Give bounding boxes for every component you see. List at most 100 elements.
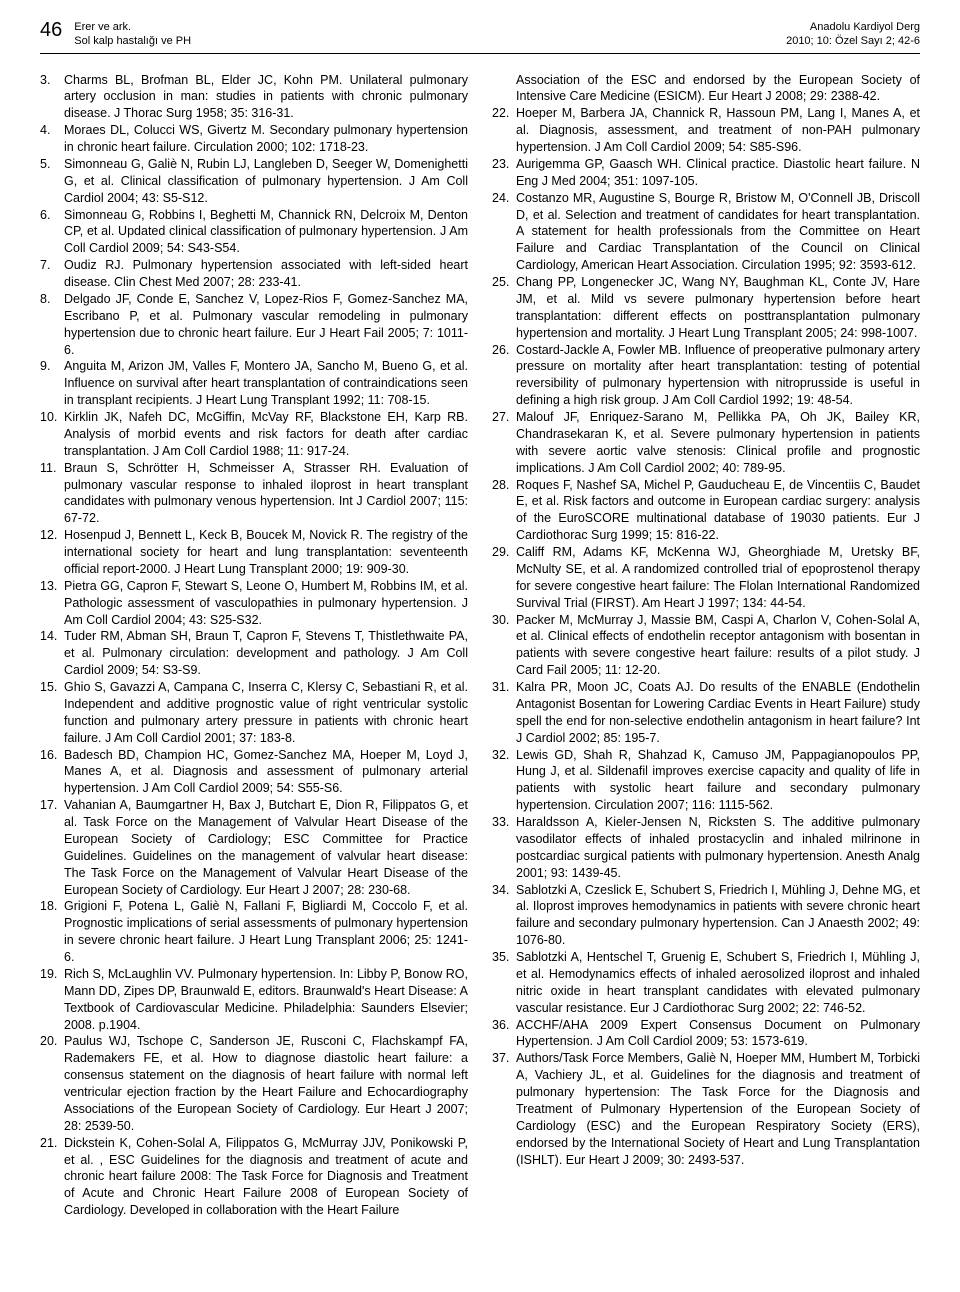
reference-continuation: Association of the ESC and endorsed by t… bbox=[492, 72, 920, 106]
reference-item: 7.Oudiz RJ. Pulmonary hypertension assoc… bbox=[40, 257, 468, 291]
reference-text: Simonneau G, Galiè N, Rubin LJ, Langlebe… bbox=[64, 156, 468, 207]
reference-number: 27. bbox=[492, 409, 516, 477]
reference-text: Association of the ESC and endorsed by t… bbox=[516, 72, 920, 106]
reference-number: 30. bbox=[492, 612, 516, 680]
reference-text: Packer M, McMurray J, Massie BM, Caspi A… bbox=[516, 612, 920, 680]
header-text-right: Anadolu Kardiyol Derg 2010; 10: Özel Say… bbox=[786, 20, 920, 49]
reference-text: Roques F, Nashef SA, Michel P, Gauduchea… bbox=[516, 477, 920, 545]
reference-item: 8.Delgado JF, Conde E, Sanchez V, Lopez-… bbox=[40, 291, 468, 359]
reference-text: Kirklin JK, Nafeh DC, McGiffin, McVay RF… bbox=[64, 409, 468, 460]
reference-item: 27.Malouf JF, Enriquez-Sarano M, Pellikk… bbox=[492, 409, 920, 477]
reference-text: Anguita M, Arizon JM, Valles F, Montero … bbox=[64, 358, 468, 409]
reference-number: 35. bbox=[492, 949, 516, 1017]
reference-item: 5.Simonneau G, Galiè N, Rubin LJ, Langle… bbox=[40, 156, 468, 207]
reference-item: 12.Hosenpud J, Bennett L, Keck B, Boucek… bbox=[40, 527, 468, 578]
reference-number: 15. bbox=[40, 679, 64, 747]
reference-text: Pietra GG, Capron F, Stewart S, Leone O,… bbox=[64, 578, 468, 629]
references-columns: 3.Charms BL, Brofman BL, Elder JC, Kohn … bbox=[40, 72, 920, 1220]
reference-number: 17. bbox=[40, 797, 64, 898]
reference-item: 28.Roques F, Nashef SA, Michel P, Gauduc… bbox=[492, 477, 920, 545]
reference-text: Ghio S, Gavazzi A, Campana C, Inserra C,… bbox=[64, 679, 468, 747]
reference-item: 24.Costanzo MR, Augustine S, Bourge R, B… bbox=[492, 190, 920, 274]
reference-text: Califf RM, Adams KF, McKenna WJ, Gheorgh… bbox=[516, 544, 920, 612]
reference-item: 20.Paulus WJ, Tschope C, Sanderson JE, R… bbox=[40, 1033, 468, 1134]
reference-text: Sablotzki A, Czeslick E, Schubert S, Fri… bbox=[516, 882, 920, 950]
authors-line: Erer ve ark. bbox=[74, 20, 191, 34]
reference-item: 6.Simonneau G, Robbins I, Beghetti M, Ch… bbox=[40, 207, 468, 258]
reference-number: 32. bbox=[492, 747, 516, 815]
reference-number: 13. bbox=[40, 578, 64, 629]
reference-text: Moraes DL, Colucci WS, Givertz M. Second… bbox=[64, 122, 468, 156]
reference-number: 9. bbox=[40, 358, 64, 409]
page-number: 46 bbox=[40, 20, 62, 49]
right-column: Association of the ESC and endorsed by t… bbox=[492, 72, 920, 1220]
reference-item: 37.Authors/Task Force Members, Galiè N, … bbox=[492, 1050, 920, 1168]
reference-number: 20. bbox=[40, 1033, 64, 1134]
reference-item: 13.Pietra GG, Capron F, Stewart S, Leone… bbox=[40, 578, 468, 629]
reference-text: Simonneau G, Robbins I, Beghetti M, Chan… bbox=[64, 207, 468, 258]
reference-number: 31. bbox=[492, 679, 516, 747]
reference-number: 36. bbox=[492, 1017, 516, 1051]
reference-item: 31.Kalra PR, Moon JC, Coats AJ. Do resul… bbox=[492, 679, 920, 747]
reference-number: 12. bbox=[40, 527, 64, 578]
reference-number: 21. bbox=[40, 1135, 64, 1219]
reference-text: Vahanian A, Baumgartner H, Bax J, Butcha… bbox=[64, 797, 468, 898]
reference-number: 25. bbox=[492, 274, 516, 342]
reference-text: Badesch BD, Champion HC, Gomez-Sanchez M… bbox=[64, 747, 468, 798]
reference-item: 3.Charms BL, Brofman BL, Elder JC, Kohn … bbox=[40, 72, 468, 123]
reference-text: Malouf JF, Enriquez-Sarano M, Pellikka P… bbox=[516, 409, 920, 477]
reference-text: Charms BL, Brofman BL, Elder JC, Kohn PM… bbox=[64, 72, 468, 123]
reference-number: 19. bbox=[40, 966, 64, 1034]
reference-item: 19.Rich S, McLaughlin VV. Pulmonary hype… bbox=[40, 966, 468, 1034]
reference-number: 34. bbox=[492, 882, 516, 950]
reference-number: 28. bbox=[492, 477, 516, 545]
reference-text: Grigioni F, Potena L, Galiè N, Fallani F… bbox=[64, 898, 468, 966]
reference-number: 33. bbox=[492, 814, 516, 882]
reference-item: 26.Costard-Jackle A, Fowler MB. Influenc… bbox=[492, 342, 920, 410]
reference-text: Kalra PR, Moon JC, Coats AJ. Do results … bbox=[516, 679, 920, 747]
reference-item: 4.Moraes DL, Colucci WS, Givertz M. Seco… bbox=[40, 122, 468, 156]
reference-number: 10. bbox=[40, 409, 64, 460]
reference-text: Costanzo MR, Augustine S, Bourge R, Bris… bbox=[516, 190, 920, 274]
reference-text: Chang PP, Longenecker JC, Wang NY, Baugh… bbox=[516, 274, 920, 342]
reference-text: ACCHF/AHA 2009 Expert Consensus Document… bbox=[516, 1017, 920, 1051]
reference-item: 22.Hoeper M, Barbera JA, Channick R, Has… bbox=[492, 105, 920, 156]
reference-number: 22. bbox=[492, 105, 516, 156]
reference-item: 36.ACCHF/AHA 2009 Expert Consensus Docum… bbox=[492, 1017, 920, 1051]
issue-line: 2010; 10: Özel Sayı 2; 42-6 bbox=[786, 34, 920, 48]
reference-item: 29.Califf RM, Adams KF, McKenna WJ, Gheo… bbox=[492, 544, 920, 612]
reference-item: 21.Dickstein K, Cohen-Solal A, Filippato… bbox=[40, 1135, 468, 1219]
reference-item: 34.Sablotzki A, Czeslick E, Schubert S, … bbox=[492, 882, 920, 950]
reference-item: 18.Grigioni F, Potena L, Galiè N, Fallan… bbox=[40, 898, 468, 966]
reference-text: Haraldsson A, Kieler-Jensen N, Ricksten … bbox=[516, 814, 920, 882]
reference-text: Delgado JF, Conde E, Sanchez V, Lopez-Ri… bbox=[64, 291, 468, 359]
reference-text: Lewis GD, Shah R, Shahzad K, Camuso JM, … bbox=[516, 747, 920, 815]
reference-number: 8. bbox=[40, 291, 64, 359]
reference-item: 14.Tuder RM, Abman SH, Braun T, Capron F… bbox=[40, 628, 468, 679]
reference-number: 4. bbox=[40, 122, 64, 156]
reference-text: Aurigemma GP, Gaasch WH. Clinical practi… bbox=[516, 156, 920, 190]
reference-number: 14. bbox=[40, 628, 64, 679]
reference-item: 9.Anguita M, Arizon JM, Valles F, Monter… bbox=[40, 358, 468, 409]
reference-number: 5. bbox=[40, 156, 64, 207]
reference-text: Tuder RM, Abman SH, Braun T, Capron F, S… bbox=[64, 628, 468, 679]
reference-item: 30.Packer M, McMurray J, Massie BM, Casp… bbox=[492, 612, 920, 680]
reference-number: 37. bbox=[492, 1050, 516, 1168]
reference-number: 26. bbox=[492, 342, 516, 410]
journal-line: Anadolu Kardiyol Derg bbox=[786, 20, 920, 34]
reference-item: 10.Kirklin JK, Nafeh DC, McGiffin, McVay… bbox=[40, 409, 468, 460]
page-header: 46 Erer ve ark. Sol kalp hastalığı ve PH… bbox=[40, 20, 920, 54]
reference-text: Paulus WJ, Tschope C, Sanderson JE, Rusc… bbox=[64, 1033, 468, 1134]
reference-item: 32.Lewis GD, Shah R, Shahzad K, Camuso J… bbox=[492, 747, 920, 815]
reference-text: Hoeper M, Barbera JA, Channick R, Hassou… bbox=[516, 105, 920, 156]
reference-number: 7. bbox=[40, 257, 64, 291]
reference-item: 17.Vahanian A, Baumgartner H, Bax J, But… bbox=[40, 797, 468, 898]
reference-text: Authors/Task Force Members, Galiè N, Hoe… bbox=[516, 1050, 920, 1168]
reference-text: Rich S, McLaughlin VV. Pulmonary hyperte… bbox=[64, 966, 468, 1034]
reference-item: 33.Haraldsson A, Kieler-Jensen N, Rickst… bbox=[492, 814, 920, 882]
reference-text: Dickstein K, Cohen-Solal A, Filippatos G… bbox=[64, 1135, 468, 1219]
header-left: 46 Erer ve ark. Sol kalp hastalığı ve PH bbox=[40, 20, 191, 49]
reference-item: 23.Aurigemma GP, Gaasch WH. Clinical pra… bbox=[492, 156, 920, 190]
reference-item: 16.Badesch BD, Champion HC, Gomez-Sanche… bbox=[40, 747, 468, 798]
reference-number: 11. bbox=[40, 460, 64, 528]
